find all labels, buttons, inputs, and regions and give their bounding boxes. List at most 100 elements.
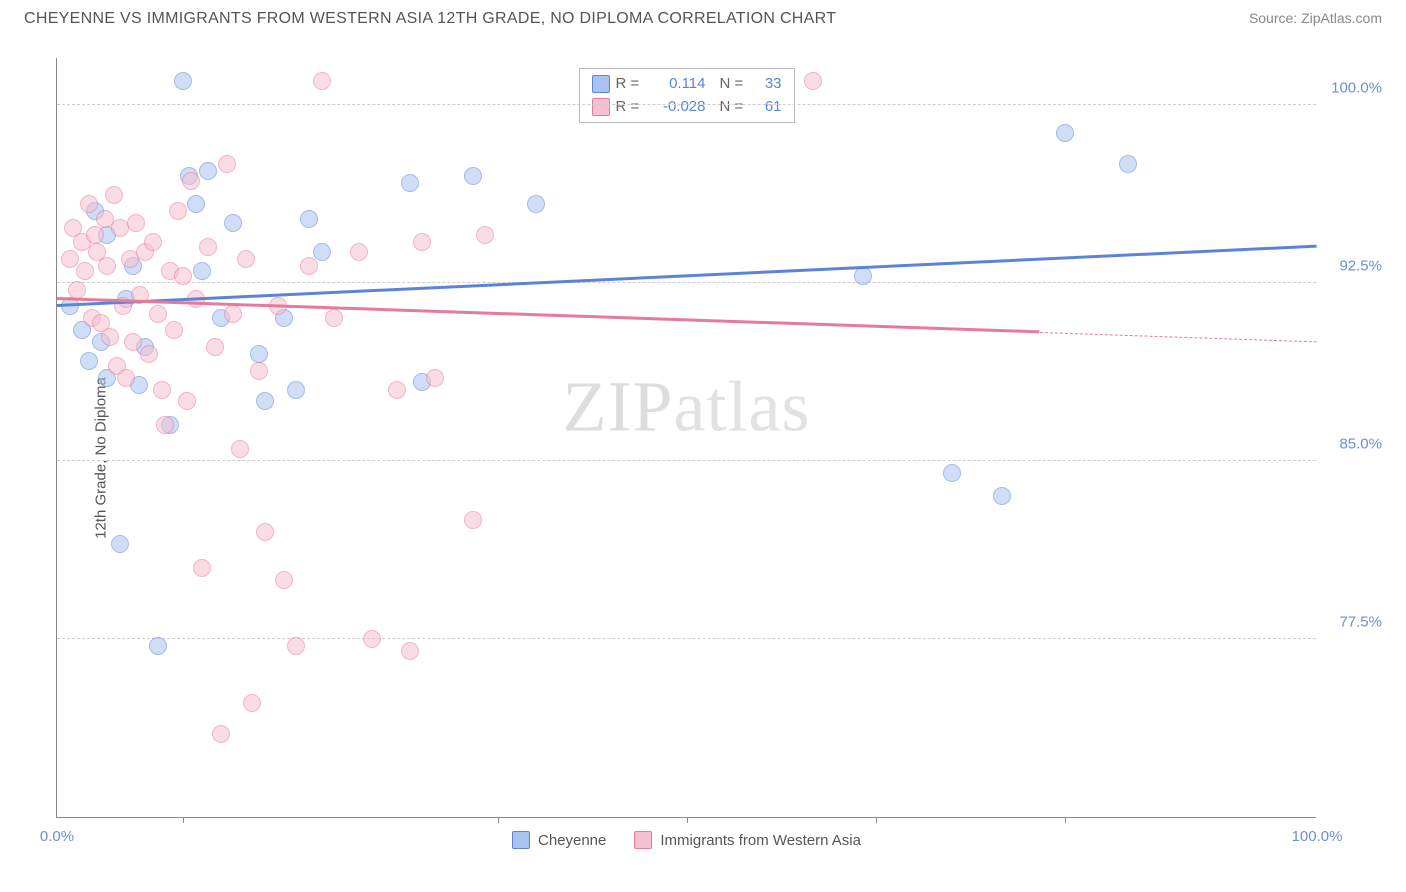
data-point (111, 535, 129, 553)
legend-item-immigrants: Immigrants from Western Asia (634, 831, 861, 849)
trend-line-dashed (1040, 332, 1317, 342)
stats-row-immigrants: R = -0.028 N = 61 (592, 96, 782, 119)
data-point (76, 262, 94, 280)
chart-area: 12th Grade, No Diploma ZIPatlas R = 0.11… (26, 48, 1382, 868)
data-point (275, 571, 293, 589)
data-point (476, 226, 494, 244)
data-point (287, 637, 305, 655)
data-point (464, 167, 482, 185)
gridline (57, 282, 1316, 283)
data-point (174, 72, 192, 90)
x-tick-label: 0.0% (40, 828, 74, 845)
legend-item-cheyenne: Cheyenne (512, 831, 606, 849)
data-point (111, 219, 129, 237)
y-tick-label: 85.0% (1339, 435, 1382, 452)
y-tick-label: 100.0% (1331, 79, 1382, 96)
data-point (527, 195, 545, 213)
legend-swatch-cheyenne (512, 831, 530, 849)
data-point (80, 352, 98, 370)
data-point (256, 392, 274, 410)
gridline (57, 460, 1316, 461)
stats-row-cheyenne: R = 0.114 N = 33 (592, 73, 782, 96)
data-point (144, 233, 162, 251)
data-point (464, 511, 482, 529)
data-point (237, 250, 255, 268)
data-point (98, 257, 116, 275)
data-point (224, 305, 242, 323)
data-point (199, 238, 217, 256)
data-point (182, 172, 200, 190)
data-point (1119, 155, 1137, 173)
data-point (300, 210, 318, 228)
data-point (287, 381, 305, 399)
data-point (61, 250, 79, 268)
data-point (256, 523, 274, 541)
data-point (363, 630, 381, 648)
data-point (80, 195, 98, 213)
watermark: ZIPatlas (563, 366, 811, 449)
x-tick (876, 817, 877, 823)
data-point (413, 233, 431, 251)
x-tick (183, 817, 184, 823)
chart-header: CHEYENNE VS IMMIGRANTS FROM WESTERN ASIA… (0, 0, 1406, 34)
swatch-cheyenne (592, 75, 610, 93)
data-point (127, 214, 145, 232)
data-point (243, 694, 261, 712)
data-point (401, 174, 419, 192)
data-point (124, 333, 142, 351)
x-tick (687, 817, 688, 823)
trend-line (57, 297, 1040, 333)
data-point (165, 321, 183, 339)
data-point (156, 416, 174, 434)
legend-swatch-immigrants (634, 831, 652, 849)
data-point (174, 267, 192, 285)
data-point (300, 257, 318, 275)
data-point (140, 345, 158, 363)
y-tick-label: 92.5% (1339, 257, 1382, 274)
data-point (350, 243, 368, 261)
data-point (250, 345, 268, 363)
data-point (193, 262, 211, 280)
stats-legend: R = 0.114 N = 33 R = -0.028 N = 61 (579, 68, 795, 123)
chart-source: Source: ZipAtlas.com (1249, 10, 1382, 26)
data-point (224, 214, 242, 232)
data-point (854, 267, 872, 285)
chart-title: CHEYENNE VS IMMIGRANTS FROM WESTERN ASIA… (24, 10, 836, 28)
data-point (231, 440, 249, 458)
data-point (993, 487, 1011, 505)
data-point (149, 305, 167, 323)
y-tick-label: 77.5% (1339, 613, 1382, 630)
gridline (57, 638, 1316, 639)
data-point (325, 309, 343, 327)
swatch-immigrants (592, 98, 610, 116)
data-point (218, 155, 236, 173)
plot-region: ZIPatlas R = 0.114 N = 33 R = -0.028 N =… (56, 58, 1316, 818)
data-point (401, 642, 419, 660)
x-tick (498, 817, 499, 823)
data-point (313, 243, 331, 261)
x-tick-label: 100.0% (1292, 828, 1343, 845)
data-point (943, 464, 961, 482)
data-point (117, 369, 135, 387)
data-point (169, 202, 187, 220)
data-point (153, 381, 171, 399)
data-point (187, 195, 205, 213)
data-point (199, 162, 217, 180)
data-point (388, 381, 406, 399)
data-point (105, 186, 123, 204)
data-point (250, 362, 268, 380)
bottom-legend: Cheyenne Immigrants from Western Asia (57, 831, 1316, 849)
gridline (57, 104, 1316, 105)
data-point (193, 559, 211, 577)
data-point (804, 72, 822, 90)
data-point (149, 637, 167, 655)
data-point (101, 328, 119, 346)
data-point (206, 338, 224, 356)
x-tick (1065, 817, 1066, 823)
data-point (68, 281, 86, 299)
data-point (212, 725, 230, 743)
data-point (426, 369, 444, 387)
data-point (86, 226, 104, 244)
data-point (1056, 124, 1074, 142)
data-point (313, 72, 331, 90)
